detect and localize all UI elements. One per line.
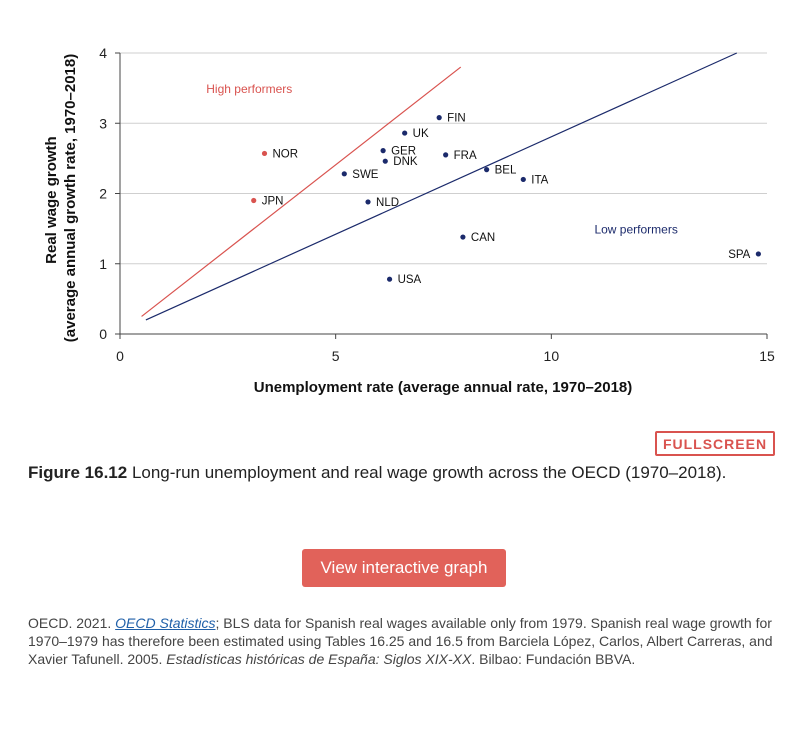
point-usa [386,276,393,282]
point-uk [402,130,408,136]
source-suffix: . Bilbao: Fundación BBVA. [471,651,636,667]
fullscreen-button[interactable]: FULLSCREEN [655,431,775,456]
point-label-spa: SPA [728,249,750,261]
point-swe [341,171,347,177]
point-label-fra: FRA [454,150,477,162]
y-tick-label-4: 4 [99,45,107,61]
figure-caption-text: Long-run unemployment and real wage grow… [127,463,727,482]
x-tick-label-0: 0 [116,348,124,364]
point-can [460,234,466,240]
grid-lines [120,52,767,265]
point-bel [484,167,490,173]
tick-labels: 0 1 2 3 4 0 5 10 15 [99,45,775,364]
point-spa [755,251,761,257]
point-label-jpn: JPN [262,196,284,208]
view-interactive-graph-button[interactable]: View interactive graph [302,549,506,587]
annotations: High performers Low performers [206,82,678,237]
y-tick-label-0: 0 [99,326,107,342]
source-middle: ; BLS data for Spanish real wages availa… [28,615,773,667]
point-fra [443,152,449,158]
point-label-can: CAN [471,232,495,244]
region-label-2: Low performers [594,223,677,237]
x-tick-label-15: 15 [759,348,775,364]
reference-line-1 [141,66,462,317]
point-dnk [382,158,388,164]
reference-line-2 [145,52,738,321]
point-fin [436,115,442,121]
point-label-usa: USA [398,274,422,286]
x-axis-title: Unemployment rate (average annual rate, … [254,379,633,396]
point-label-swe: SWE [352,169,379,181]
point-label-nld: NLD [376,197,399,209]
point-label-fin: FIN [447,113,466,125]
point-nld [365,199,371,205]
y-axis-title-line-1: Real wage growth [43,136,60,264]
source-book-title: Estadísticas históricas de España: Siglo… [166,651,472,667]
point-label-ita: ITA [531,174,548,186]
y-axis-title: Real wage growth (average annual growth … [43,54,79,342]
reference-lines [141,52,738,321]
point-label-bel: BEL [495,165,517,177]
point-ger [380,148,386,154]
oecd-statistics-link[interactable]: OECD Statistics [115,615,216,631]
point-label-ger: GER [391,146,416,158]
region-label-1: High performers [206,82,292,96]
point-label-uk: UK [413,128,429,140]
y-tick-label-2: 2 [99,186,107,202]
x-tick-label-10: 10 [544,348,560,364]
source-prefix: OECD. 2021. [28,615,116,631]
point-nor [261,150,268,157]
point-label-dnk: DNK [393,156,418,168]
figure-caption: Figure 16.12 Long-run unemployment and r… [28,457,768,488]
source-note: OECD. 2021. OECD Statistics; BLS data fo… [28,614,780,668]
point-jpn [251,197,257,204]
x-tick-label-5: 5 [332,348,340,364]
axes [115,52,768,339]
y-tick-label-3: 3 [99,115,107,131]
y-axis-title-line-2: (average annual growth rate, 1970–2018) [62,54,79,342]
point-label-nor: NOR [272,148,298,160]
point-ita [520,176,526,183]
y-tick-label-1: 1 [99,256,107,272]
figure-number: Figure 16.12 [28,463,128,482]
